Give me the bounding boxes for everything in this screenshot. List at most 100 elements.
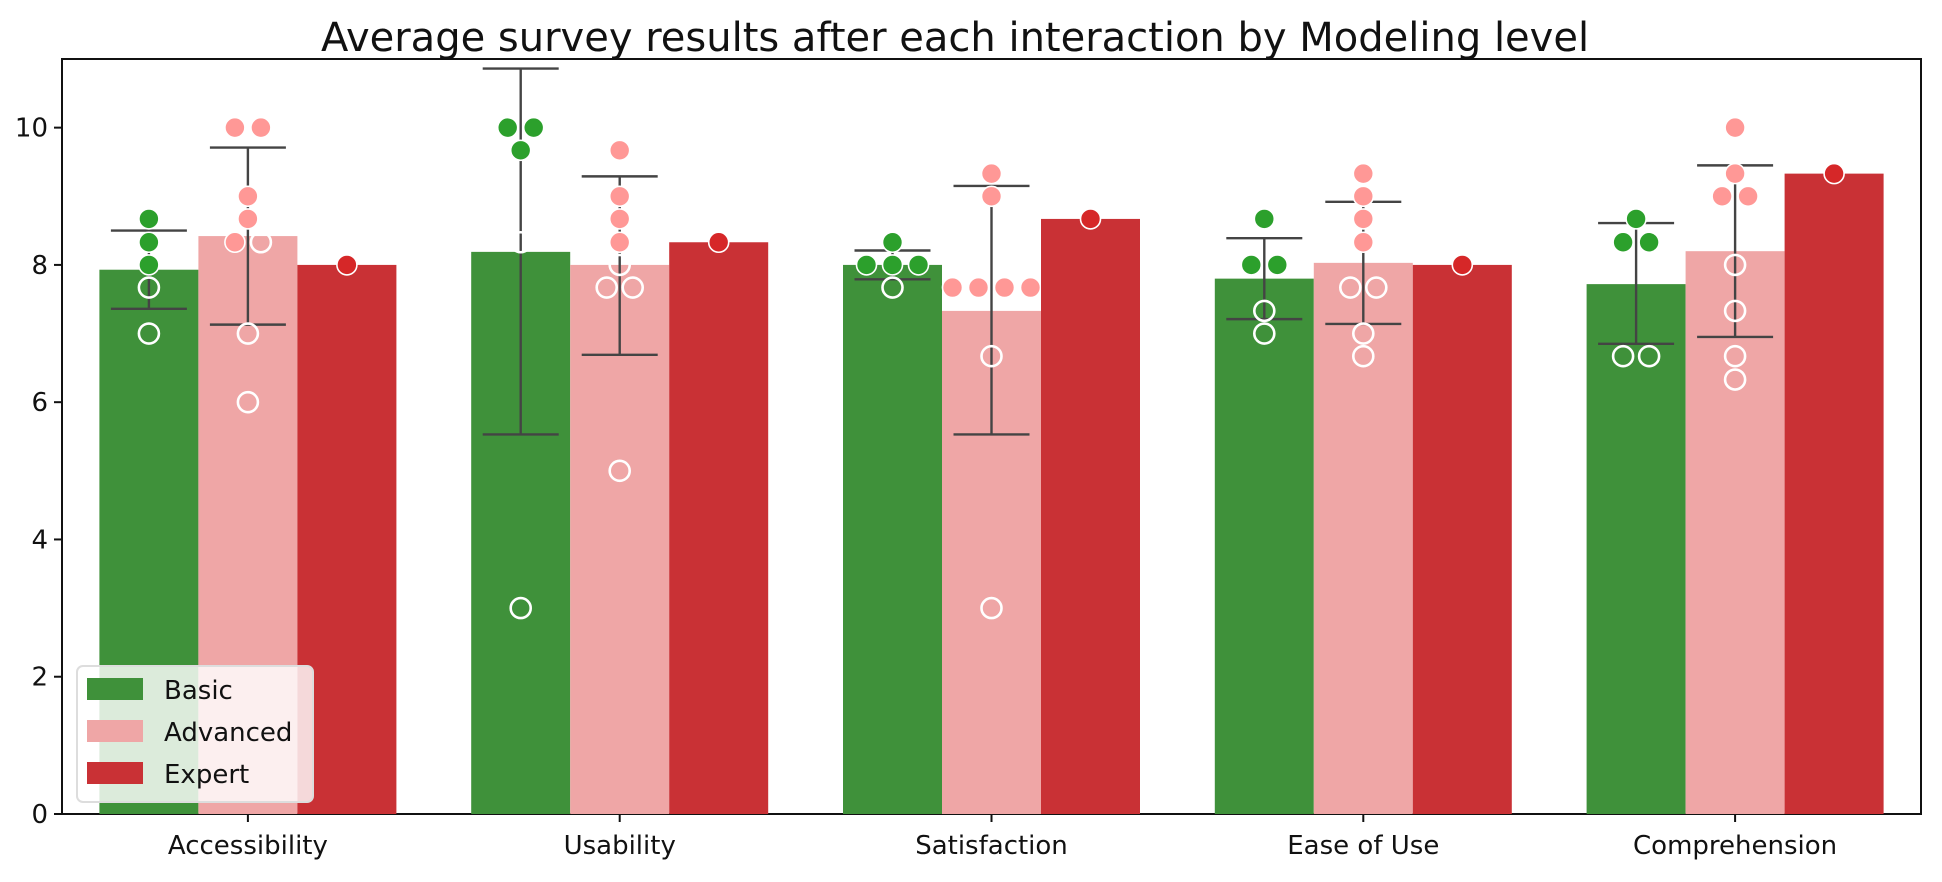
data-point-advanced — [1723, 253, 1747, 277]
bar-basic-comprehension — [1586, 284, 1686, 814]
x-tick-label: Satisfaction — [915, 831, 1068, 861]
legend-swatch-expert — [87, 762, 143, 784]
data-point-expert — [1079, 208, 1102, 230]
data-point-basic — [138, 208, 160, 230]
data-point-advanced — [993, 276, 1016, 299]
data-point-advanced — [236, 322, 260, 345]
bar-basic-satisfaction — [843, 264, 942, 815]
data-point-basic — [137, 276, 161, 299]
bar-advanced-usability — [570, 264, 670, 815]
data-point-expert — [1823, 162, 1845, 185]
bar-expert-satisfaction — [1041, 218, 1140, 814]
data-point-basic — [509, 230, 533, 254]
data-point-advanced — [621, 276, 645, 299]
data-point-expert — [336, 254, 358, 276]
data-point-advanced — [237, 185, 259, 208]
data-point-advanced — [1723, 368, 1747, 391]
data-point-basic — [1611, 344, 1635, 368]
y-tick-label: 2 — [31, 663, 48, 693]
data-point-basic — [1253, 322, 1276, 345]
data-point-basic — [881, 231, 904, 254]
data-point-basic — [137, 322, 161, 345]
data-point-basic — [855, 254, 878, 276]
bar-advanced-ease-of-use — [1313, 262, 1413, 815]
data-point-advanced — [1352, 208, 1375, 230]
data-point-advanced — [1352, 231, 1375, 254]
x-tick-label: Accessibility — [168, 831, 328, 861]
data-point-advanced — [1352, 185, 1375, 208]
data-point-basic — [509, 596, 533, 620]
data-point-advanced — [1352, 322, 1375, 345]
x-tick-label: Ease of Use — [1287, 831, 1439, 861]
data-point-advanced — [250, 116, 272, 139]
x-tick-label: Usability — [564, 831, 676, 861]
legend-label-basic: Basic — [164, 676, 233, 706]
data-point-advanced — [967, 276, 990, 299]
plot-area — [61, 58, 1922, 815]
data-point-advanced — [608, 253, 632, 277]
data-point-basic — [1638, 231, 1660, 254]
legend-label-advanced: Advanced — [164, 718, 292, 748]
data-point-basic — [907, 254, 930, 276]
data-point-advanced — [1724, 116, 1746, 139]
data-point-advanced — [980, 162, 1003, 185]
data-point-basic — [1637, 344, 1661, 368]
y-tick-label: 4 — [31, 525, 48, 555]
data-point-basic — [138, 254, 160, 276]
data-point-basic — [881, 254, 904, 276]
data-point-advanced — [1711, 185, 1733, 208]
data-point-advanced — [1737, 185, 1759, 208]
bar-basic-ease-of-use — [1214, 278, 1314, 814]
data-point-advanced — [980, 344, 1003, 368]
y-axis: 0 2 4 6 8 10 — [15, 114, 62, 830]
data-point-advanced — [595, 276, 619, 299]
legend-label-expert: Expert — [164, 760, 249, 790]
chart-title: Average survey results after each intera… — [321, 15, 1589, 61]
data-point-basic — [509, 139, 532, 162]
data-point-advanced — [224, 116, 246, 139]
data-point-basic — [1240, 254, 1263, 276]
data-point-basic — [1625, 208, 1647, 230]
data-point-advanced — [249, 230, 273, 254]
data-point-basic — [138, 231, 160, 254]
data-point-basic — [522, 116, 545, 139]
data-point-advanced — [980, 596, 1003, 620]
data-point-advanced — [1724, 162, 1746, 185]
data-point-basic — [1253, 208, 1276, 230]
y-tick-label: 8 — [31, 251, 48, 281]
bar-expert-comprehension — [1784, 173, 1884, 814]
data-point-basic — [881, 276, 904, 299]
legend-swatch-basic — [87, 678, 143, 700]
data-point-basic — [1253, 299, 1276, 323]
legend-swatch-advanced — [87, 720, 143, 742]
data-point-basic — [496, 116, 519, 139]
data-point-advanced — [608, 231, 631, 254]
data-point-advanced — [941, 276, 964, 299]
data-point-expert — [1451, 254, 1474, 276]
data-point-basic — [1612, 231, 1634, 254]
data-point-advanced — [980, 185, 1003, 208]
bar-expert-ease-of-use — [1412, 264, 1512, 815]
data-point-advanced — [1019, 276, 1042, 299]
data-point-advanced — [608, 459, 632, 483]
y-tick-label: 10 — [15, 114, 48, 144]
data-point-advanced — [1352, 344, 1375, 368]
data-point-advanced — [608, 185, 631, 208]
data-point-advanced — [1339, 276, 1362, 299]
data-point-basic — [1266, 254, 1289, 276]
data-point-advanced — [1365, 276, 1388, 299]
data-point-advanced — [1352, 162, 1375, 185]
y-tick-label: 0 — [31, 800, 48, 830]
y-tick-label: 6 — [31, 388, 48, 418]
x-axis: Accessibility Usability Satisfaction Ease o… — [168, 814, 1837, 861]
data-point-advanced — [1723, 299, 1747, 323]
legend: Basic Advanced Expert — [76, 665, 314, 803]
data-point-advanced — [236, 390, 260, 414]
data-point-advanced — [608, 139, 631, 162]
data-point-advanced — [1723, 344, 1747, 368]
x-tick-label: Comprehension — [1633, 831, 1837, 861]
data-point-advanced — [608, 208, 631, 230]
data-point-advanced — [224, 231, 246, 254]
bar-expert-usability — [669, 242, 769, 814]
